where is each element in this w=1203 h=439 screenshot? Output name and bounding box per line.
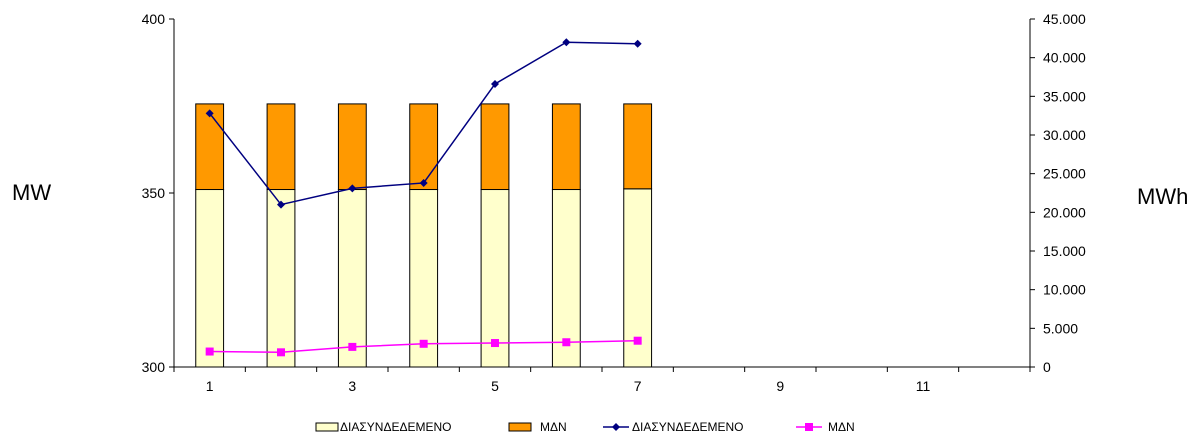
point-diasyndedemeno	[277, 200, 285, 209]
bar-diasyndedemeno	[195, 189, 225, 368]
point-diasyndedemeno	[562, 38, 571, 47]
legend-swatch-mdn-bar	[508, 422, 532, 432]
point-diasyndedemeno	[348, 184, 357, 193]
right-axis-title: MWh	[1137, 184, 1188, 209]
bar-mdn	[551, 103, 581, 191]
legend-label-diasyndedemeno-bar: ΔΙΑΣΥΝΔΕΔΕΜΕΝΟ	[340, 420, 451, 434]
legend-marker-square-icon	[805, 423, 813, 431]
legend-label-mdn-bar: ΜΔΝ	[540, 420, 567, 434]
point-mdn	[205, 347, 214, 356]
left-tick-label: 400	[142, 11, 166, 27]
point-diasyndedemeno	[205, 109, 214, 118]
bar-mdn	[266, 103, 296, 191]
bar-mdn	[195, 103, 225, 191]
axes-layer: 300 350 400 0 5.000 10.000 15.000 20.000 25.000 3…	[142, 11, 1086, 394]
legend-label-mdn-line: ΜΔΝ	[828, 420, 855, 434]
right-tick-label: 20.000	[1043, 204, 1086, 220]
x-tick-label: 9	[776, 378, 784, 394]
point-mdn	[419, 339, 428, 348]
bar-diasyndedemeno	[551, 189, 581, 368]
point-diasyndedemeno	[633, 39, 642, 48]
left-axis-title: MW	[12, 180, 51, 205]
right-tick-label: 25.000	[1043, 166, 1086, 182]
bar-diasyndedemeno	[409, 189, 439, 368]
point-mdn	[491, 339, 499, 348]
bar-mdn	[409, 103, 439, 191]
point-diasyndedemeno	[419, 178, 428, 187]
right-tick-label: 40.000	[1043, 50, 1086, 66]
bar-mdn	[337, 103, 367, 191]
lines-layer	[205, 38, 642, 357]
x-tick-label: 3	[348, 378, 356, 394]
x-tick-label: 5	[491, 378, 499, 394]
right-tick-label: 0	[1043, 359, 1051, 375]
bar-diasyndedemeno	[266, 189, 296, 368]
point-diasyndedemeno	[491, 79, 499, 88]
bar-mdn	[480, 103, 510, 191]
right-tick-label: 5.000	[1043, 320, 1078, 336]
point-mdn	[348, 342, 357, 351]
right-tick-label: 45.000	[1043, 11, 1086, 27]
right-tick-label: 15.000	[1043, 243, 1086, 259]
legend-marker-diamond-icon	[612, 423, 620, 431]
bar-diasyndedemeno	[337, 189, 367, 368]
x-tick-label: 7	[634, 378, 642, 394]
point-mdn	[277, 348, 285, 357]
left-tick-label: 350	[142, 185, 166, 201]
bar-mdn	[623, 103, 653, 190]
left-tick-label: 300	[142, 359, 166, 375]
right-tick-label: 35.000	[1043, 88, 1086, 104]
right-tick-label: 10.000	[1043, 282, 1086, 298]
point-mdn	[562, 338, 571, 347]
point-mdn	[633, 336, 642, 345]
legend: ΔΙΑΣΥΝΔΕΔΕΜΕΝΟ ΜΔΝ ΔΙΑΣΥΝΔΕΔΕΜΕΝΟ ΜΔΝ	[315, 420, 855, 434]
bars-layer	[195, 103, 653, 368]
legend-swatch-diasyndedemeno-bar	[315, 422, 339, 432]
x-tick-label: 1	[206, 378, 214, 394]
x-tick-label: 11	[916, 378, 931, 394]
legend-label-diasyndedemeno-line: ΔΙΑΣΥΝΔΕΔΕΜΕΝΟ	[632, 420, 743, 434]
right-tick-label: 30.000	[1043, 127, 1086, 143]
